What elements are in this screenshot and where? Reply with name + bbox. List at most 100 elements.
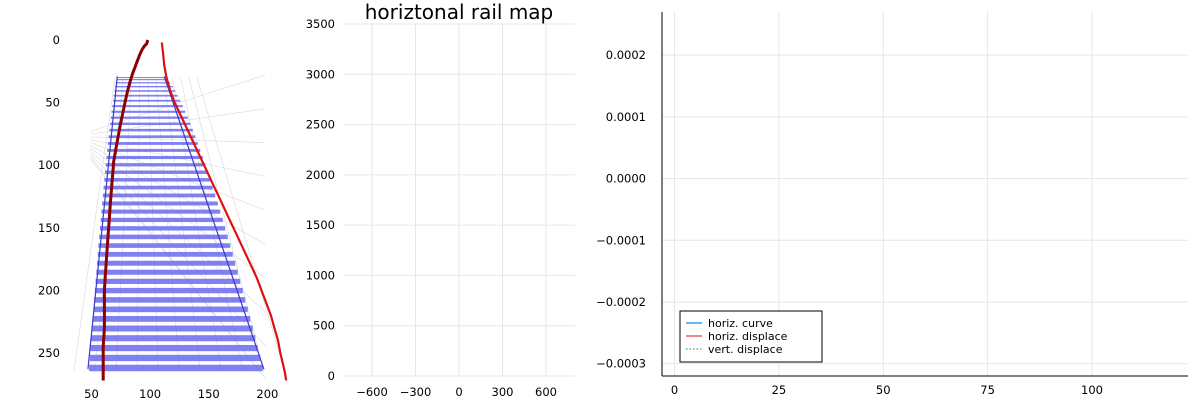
- y-tick-label: −0.0003: [596, 357, 646, 371]
- x-tick-label: 600: [535, 385, 557, 399]
- y-tick-label: 0.0002: [606, 48, 646, 62]
- rail-tie: [111, 110, 186, 113]
- rail-tie: [96, 269, 238, 275]
- y-tick-label: −0.0001: [596, 233, 646, 247]
- x-tick-label: 200: [256, 387, 278, 400]
- x-tick-label: 0: [671, 383, 678, 397]
- y-tick-label: 200: [38, 283, 60, 297]
- x-tick-label: −300: [400, 385, 432, 399]
- rail-tie: [107, 148, 201, 152]
- x-tick-label: 50: [876, 383, 891, 397]
- x-tick-label: 150: [198, 387, 220, 400]
- y-tick-label: 1000: [306, 268, 335, 282]
- rail-tie: [110, 116, 188, 119]
- left-rail-edge: [87, 76, 118, 370]
- rail-tie: [95, 278, 241, 284]
- perspective-guide-line: [90, 153, 266, 346]
- displacement-plot-panel: −0.0003 −0.0002 −0.0001 0.0000 0.0001 0.0002 0…: [596, 12, 1188, 397]
- rail-tie: [107, 142, 198, 145]
- rail-tie: [89, 364, 263, 372]
- legend-box: [679, 310, 823, 363]
- rail-tie: [116, 79, 168, 81]
- rail-tie: [89, 354, 261, 362]
- perspective-guide-line: [155, 77, 180, 372]
- rail-tie: [91, 335, 256, 342]
- rail-tie: [110, 122, 191, 126]
- rail-tie: [102, 193, 216, 198]
- rail-tie: [90, 344, 258, 352]
- perspective-guide-line: [115, 77, 132, 372]
- y-tick-label: 250: [38, 346, 60, 360]
- y-tick-label: 0: [328, 369, 335, 383]
- rail-tie: [102, 201, 218, 206]
- perspective-guide-line: [73, 77, 116, 372]
- perspective-guide-line: [90, 142, 266, 211]
- perspective-guide-line: [90, 150, 266, 312]
- rail-tie: [105, 163, 206, 167]
- y-tick-label: −0.0002: [596, 295, 646, 309]
- rail-tie: [115, 82, 171, 84]
- legend-label: horiz. displace: [708, 330, 788, 343]
- y-tick-label: 2500: [306, 118, 335, 132]
- rail-tie: [117, 77, 166, 79]
- rail-tie: [93, 306, 248, 313]
- rail-image-panel: 0 50 100 150 200 250 50 100 150 200: [38, 33, 288, 400]
- rail-tie: [109, 128, 193, 132]
- rail-tie: [100, 217, 223, 223]
- rail-tie: [112, 105, 183, 108]
- y-tick-label: 3000: [306, 67, 335, 81]
- perspective-guide-line: [163, 77, 201, 372]
- x-tick-label: 25: [772, 383, 787, 397]
- rail-tie: [112, 99, 181, 102]
- track-line-2: [160, 42, 288, 381]
- perspective-guide-line: [172, 77, 222, 372]
- y-tick-label: 3500: [306, 17, 335, 31]
- rail-tie: [101, 209, 221, 214]
- legend-label: vert. displace: [708, 343, 783, 356]
- perspective-guide-line: [147, 77, 159, 372]
- x-tick-label: 75: [980, 383, 995, 397]
- y-tick-label: 50: [45, 96, 60, 110]
- rail-tie: [99, 234, 228, 240]
- rail-tie: [97, 251, 233, 257]
- perspective-guide-line: [196, 77, 286, 372]
- rail-tie: [115, 85, 173, 88]
- legend-label: horiz. curve: [708, 317, 773, 330]
- y-tick-label: 1500: [306, 218, 335, 232]
- y-tick-label: 2000: [306, 168, 335, 182]
- track-line-1: [101, 39, 150, 381]
- x-tick-label: 50: [84, 387, 99, 400]
- rail-tie: [104, 178, 211, 182]
- rail-tie: [106, 155, 203, 160]
- y-tick-label: 150: [38, 221, 60, 235]
- x-tick-label: 100: [139, 387, 161, 400]
- y-tick-label: 100: [38, 158, 60, 172]
- y-tick-label: 0: [53, 33, 60, 47]
- rail-tie: [103, 185, 213, 190]
- rail-tie: [108, 135, 196, 139]
- x-tick-label: 300: [492, 385, 514, 399]
- rail-tie: [99, 226, 226, 231]
- horizontal-rail-map-panel: 0 500 1000 1500 2000 2500 3000 3500 −600 −300 0 300…: [306, 0, 575, 399]
- right-rail-edge: [163, 76, 265, 370]
- rail-tie: [92, 325, 253, 332]
- perspective-guide-line: [188, 77, 265, 372]
- chart-title: horiztonal rail map: [365, 0, 554, 24]
- y-tick-label: 0.0000: [606, 172, 646, 186]
- x-tick-label: −600: [356, 385, 388, 399]
- y-tick-label: 500: [313, 319, 335, 333]
- rail-tie: [114, 90, 176, 92]
- x-tick-label: 100: [1081, 383, 1103, 397]
- rail-tie: [97, 260, 236, 266]
- perspective-guide-line: [136, 77, 140, 372]
- rail-tie: [94, 287, 243, 294]
- rail-tie: [94, 297, 246, 303]
- y-tick-label: 0.0001: [606, 110, 646, 124]
- rail-tie: [104, 170, 208, 174]
- x-tick-label: 0: [455, 385, 462, 399]
- rail-tie: [92, 315, 251, 322]
- perspective-guide-line: [180, 77, 244, 372]
- rail-tie: [113, 94, 178, 97]
- rail-tie: [98, 243, 231, 248]
